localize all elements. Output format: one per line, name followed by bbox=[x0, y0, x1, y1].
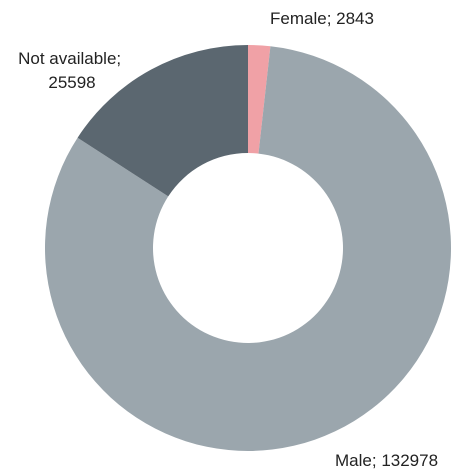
data-label: Male; 132978 bbox=[335, 451, 438, 470]
label-value: 132978 bbox=[381, 451, 438, 470]
donut-slice bbox=[77, 44, 248, 197]
data-label: Not available; 25598 bbox=[18, 49, 126, 92]
label-category: Female bbox=[270, 9, 327, 28]
label-separator: ; bbox=[372, 451, 381, 470]
label-separator: ; bbox=[116, 49, 125, 68]
label-value: 2843 bbox=[336, 9, 374, 28]
donut-slice bbox=[44, 46, 451, 451]
label-separator: ; bbox=[327, 9, 336, 28]
data-label: Female; 2843 bbox=[270, 9, 374, 28]
label-value: 25598 bbox=[48, 73, 95, 92]
label-category: Male bbox=[335, 451, 372, 470]
label-category: Not available bbox=[18, 49, 116, 68]
donut-slice bbox=[248, 45, 271, 154]
